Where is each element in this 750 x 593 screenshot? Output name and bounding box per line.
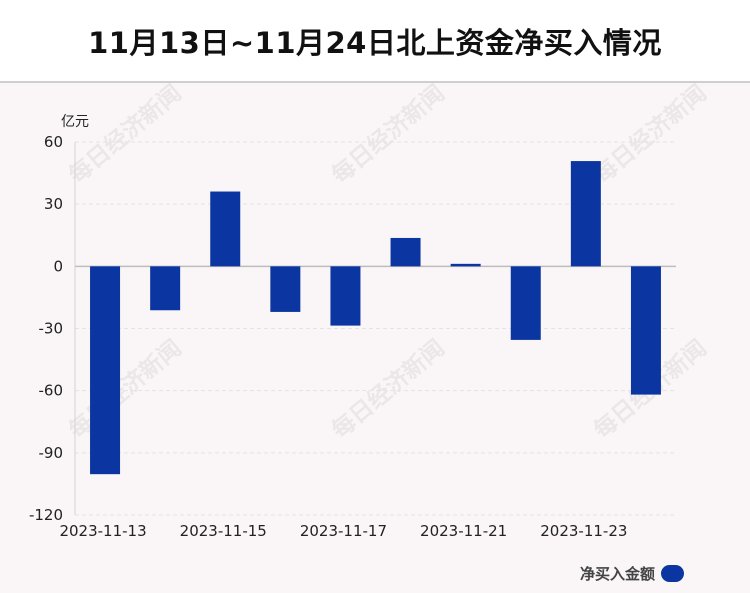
y-tick-label: 30 — [44, 195, 63, 213]
bar-2023-11-13 — [90, 266, 121, 475]
watermark-text: 每日经济新闻 — [589, 80, 712, 189]
bar-2023-11-16 — [270, 266, 301, 312]
bar-2023-11-17 — [330, 266, 361, 326]
y-tick-label: 0 — [53, 257, 63, 275]
x-tick-label: 2023-11-21 — [420, 522, 507, 540]
legend-swatch — [661, 565, 684, 582]
y-tick-label: -90 — [39, 444, 64, 462]
watermark-text: 每日经济新闻 — [64, 80, 187, 189]
bar-2023-11-24 — [630, 266, 661, 395]
bar-2023-11-20 — [390, 237, 421, 267]
watermark-text: 每日经济新闻 — [64, 335, 187, 444]
grid-lines — [74, 141, 676, 516]
y-tick-label: 60 — [44, 133, 63, 151]
legend-label: 净买入金额 — [579, 565, 655, 583]
x-tick-label: 2023-11-23 — [540, 522, 627, 540]
bar-2023-11-21 — [450, 263, 481, 267]
chart-header: 11月13日~11月24日北上资金净买入情况 — [0, 0, 750, 83]
bar-2023-11-23 — [570, 161, 601, 267]
x-tick-label: 2023-11-15 — [180, 522, 267, 540]
x-axis-ticks: 2023-11-13 2023-11-15 2023-11-17 2023-11-21… — [59, 522, 627, 540]
y-axis-ticks: 60 30 0 -30 -60 -90 -120 — [29, 133, 63, 524]
x-tick-label: 2023-11-17 — [300, 522, 387, 540]
y-tick-label: -120 — [29, 506, 63, 524]
bar-2023-11-22 — [510, 266, 541, 340]
legend: 净买入金额 — [580, 563, 684, 584]
y-axis-unit: 亿元 — [61, 114, 89, 130]
bar-2023-11-15 — [210, 191, 241, 267]
bar-series — [90, 161, 661, 475]
y-tick-label: -30 — [39, 320, 64, 338]
watermark-text: 每日经济新闻 — [327, 80, 450, 189]
watermark-text: 每日经济新闻 — [327, 335, 450, 444]
watermark-layer: 每日经济新闻每日经济新闻每日经济新闻每日经济新闻每日经济新闻每日经济新闻 — [64, 80, 712, 444]
chart-title: 11月13日~11月24日北上资金净买入情况 — [88, 25, 662, 60]
x-tick-label: 2023-11-13 — [59, 522, 146, 540]
bar-2023-11-14 — [150, 266, 181, 311]
y-tick-label: -60 — [39, 382, 64, 400]
